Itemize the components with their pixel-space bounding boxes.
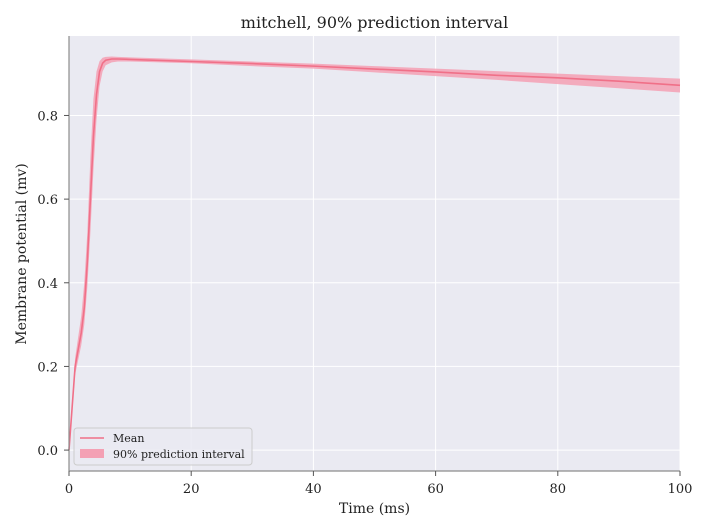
x-axis-label: Time (ms) (339, 501, 410, 517)
y-axis-label: Membrane potential (mv) (14, 163, 30, 344)
legend: Mean 90% prediction interval (73, 427, 253, 466)
y-tick-labels: 0.0 0.2 0.4 0.6 0.8 (37, 109, 69, 459)
y-tick-label: 0.6 (37, 193, 58, 208)
legend-box (73, 427, 253, 466)
x-tick-labels: 0 20 40 60 80 100 (65, 471, 693, 497)
legend-band-swatch (80, 449, 104, 458)
axes (68, 36, 680, 472)
y-tick-label: 0.8 (37, 109, 58, 124)
x-tick-label: 60 (427, 482, 444, 497)
y-tick-label: 0.2 (37, 360, 58, 375)
x-tick-label: 20 (183, 482, 200, 497)
x-tick-label: 40 (305, 482, 322, 497)
x-tick-label: 0 (65, 482, 73, 497)
x-tick-label: 80 (550, 482, 567, 497)
legend-mean-label: Mean (113, 432, 144, 445)
mean-line (68, 58, 681, 451)
x-tick-label: 100 (668, 482, 693, 497)
y-tick-label: 0.0 (37, 444, 58, 459)
legend-band-label: 90% prediction interval (113, 448, 245, 461)
y-tick-label: 0.4 (37, 277, 58, 292)
plot-background (69, 36, 680, 471)
chart-marks (68, 56, 681, 451)
chart-title: mitchell, 90% prediction interval (241, 13, 508, 32)
